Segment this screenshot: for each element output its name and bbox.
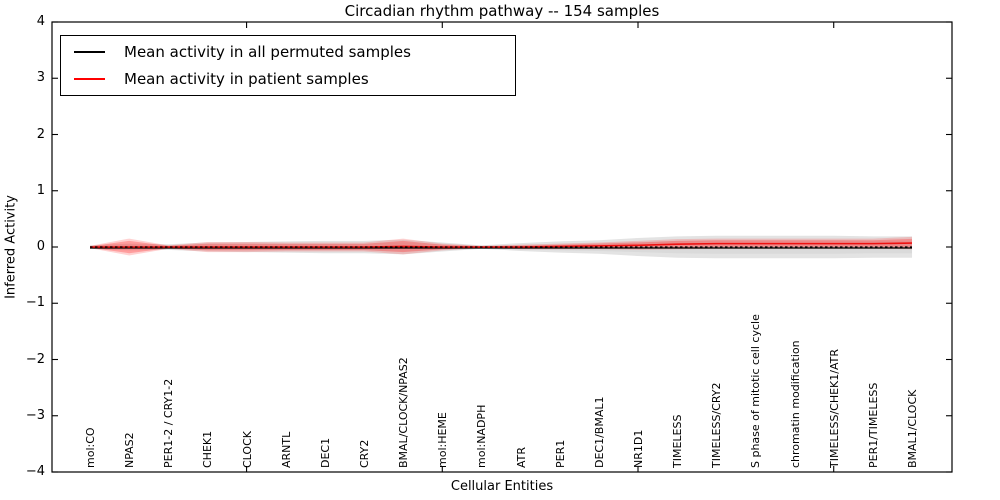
category-label: NR1D1 [632, 429, 645, 468]
category-label: BMAL/CLOCK/NPAS2 [397, 357, 411, 468]
y-tick-label: 3 [36, 70, 45, 86]
category-label: mol:CO [84, 427, 97, 468]
y-tick-label: 4 [36, 14, 45, 29]
y-tick-label: 2 [36, 126, 45, 142]
category-label: CLOCK [240, 431, 254, 468]
legend-label-patient: Mean activity in patient samples [124, 70, 369, 89]
x-axis-label: Cellular Entities [450, 479, 554, 494]
y-tick-label: −1 [25, 295, 45, 311]
category-label: PER1/TIMELESS [866, 382, 880, 468]
category-label: DEC1/BMAL1 [592, 396, 606, 469]
legend-row-permuted: Mean activity in all permuted samples [61, 43, 515, 61]
category-label: TIMELESS/CRY2 [710, 382, 724, 469]
legend-label-permuted: Mean activity in all permuted samples [124, 42, 411, 61]
y-tick-label: −3 [25, 407, 45, 423]
chart-title: Circadian rhythm pathway -- 154 samples [344, 2, 660, 20]
y-tick-label: −4 [25, 464, 45, 479]
category-label: NPAS2 [123, 432, 137, 468]
permuted-line-swatch [74, 50, 105, 53]
category-label: ATR [514, 446, 528, 468]
legend: Mean activity in all permuted samples Me… [60, 35, 516, 96]
y-tick-label: −2 [25, 351, 45, 367]
category-label: BMAL1/CLOCK [906, 389, 919, 468]
category-label: DEC1 [318, 437, 332, 468]
category-label: chromatin modification [788, 340, 802, 468]
y-tick-label: 0 [36, 239, 45, 254]
category-label: PER1 [553, 439, 567, 468]
legend-row-patient: Mean activity in patient samples [61, 70, 515, 88]
category-label: CHEK1 [201, 430, 215, 468]
category-label: TIMELESS [671, 414, 685, 468]
y-tick-label: 1 [36, 182, 45, 198]
category-label: mol:NADPH [475, 404, 489, 468]
category-label: ARNTL [279, 431, 293, 468]
category-label: mol:HEME [436, 412, 450, 468]
category-label: CRY2 [358, 439, 371, 468]
category-label: PER1-2 / CRY1-2 [162, 378, 176, 468]
category-label: TIMELESS/CHEK1/ATR [827, 348, 841, 468]
patient-line-swatch [74, 78, 105, 81]
category-label: S phase of mitotic cell cycle [749, 314, 763, 468]
